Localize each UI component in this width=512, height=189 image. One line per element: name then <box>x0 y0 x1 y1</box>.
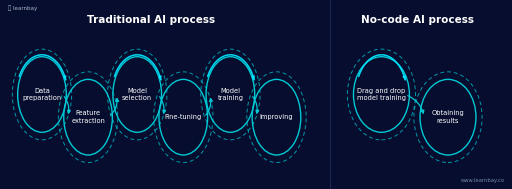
Text: Improving: Improving <box>260 114 293 120</box>
Text: Model
training: Model training <box>218 88 243 101</box>
Text: Data
preparation: Data preparation <box>23 88 61 101</box>
Text: Fine-tuning: Fine-tuning <box>165 114 202 120</box>
Text: Ⓛ learnbay: Ⓛ learnbay <box>8 6 37 11</box>
Text: Traditional AI process: Traditional AI process <box>87 15 215 25</box>
Text: Drag and drop
model training: Drag and drop model training <box>357 88 406 101</box>
Text: Obtaining
results: Obtaining results <box>432 110 464 124</box>
Text: Model
selection: Model selection <box>122 88 152 101</box>
Text: No-code AI process: No-code AI process <box>361 15 474 25</box>
Text: www.learnbay.co: www.learnbay.co <box>460 178 504 183</box>
Text: Feature
extraction: Feature extraction <box>71 110 105 124</box>
